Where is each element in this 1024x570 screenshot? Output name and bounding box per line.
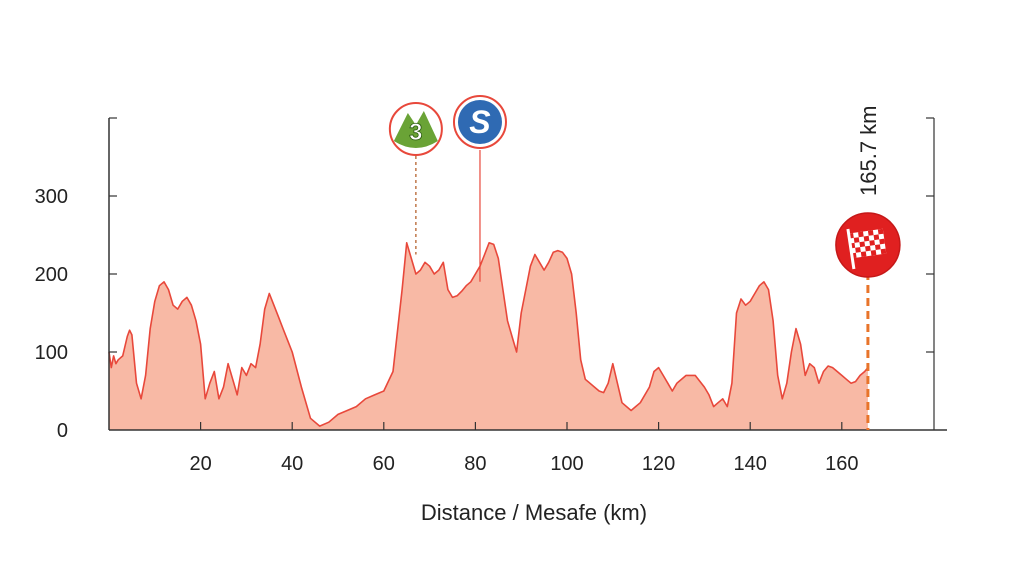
y-tick-label: 300 (35, 186, 68, 208)
x-tick-label: 120 (642, 453, 675, 475)
x-tick-label: 60 (373, 453, 395, 475)
y-tick-label: 0 (57, 420, 68, 442)
flag-square (879, 238, 885, 245)
profile-fill (109, 242, 868, 430)
flag-square (853, 237, 860, 243)
flag-square (858, 231, 864, 238)
flag-pole (846, 228, 856, 270)
flag-square (867, 230, 874, 236)
flag-square (877, 228, 884, 235)
flag-square (863, 235, 870, 242)
tick-labels-layer: 20 40 60 80 100 120 140 160 0 100 200 300 (35, 186, 859, 475)
y-tick-label: 100 (35, 342, 68, 364)
markers-layer: 3 S 165.7 km (388, 95, 901, 430)
kom-category-label: 3 (409, 119, 422, 146)
x-axis-title: Distance / Mesafe (km) (421, 500, 647, 525)
flag-square (860, 251, 867, 258)
sprint-badge (457, 100, 502, 144)
flag-square (873, 234, 880, 241)
x-tick-label: 160 (825, 453, 858, 475)
flag-square (874, 244, 881, 250)
profile-area-layer (108, 242, 869, 430)
flag-square (865, 245, 871, 252)
profile-line (108, 242, 869, 427)
axes-layer (108, 117, 947, 431)
mountain-icon (393, 111, 438, 148)
x-tick-label: 40 (281, 453, 303, 475)
x-tick-label: 100 (550, 453, 583, 475)
y-tick-label: 200 (35, 264, 68, 286)
flag-square (869, 240, 875, 246)
checkered-flag-icon (846, 228, 887, 270)
sprint-icon-label: S (469, 104, 491, 140)
x-tick-label: 20 (189, 453, 211, 475)
finish-distance-label: 165.7 km (856, 106, 881, 197)
x-tick-label: 140 (734, 453, 767, 475)
flag-square (880, 248, 887, 255)
x-tick-label: 80 (464, 453, 486, 475)
flag-square (855, 247, 861, 253)
flag-square (859, 241, 866, 248)
flag-square (870, 249, 877, 256)
